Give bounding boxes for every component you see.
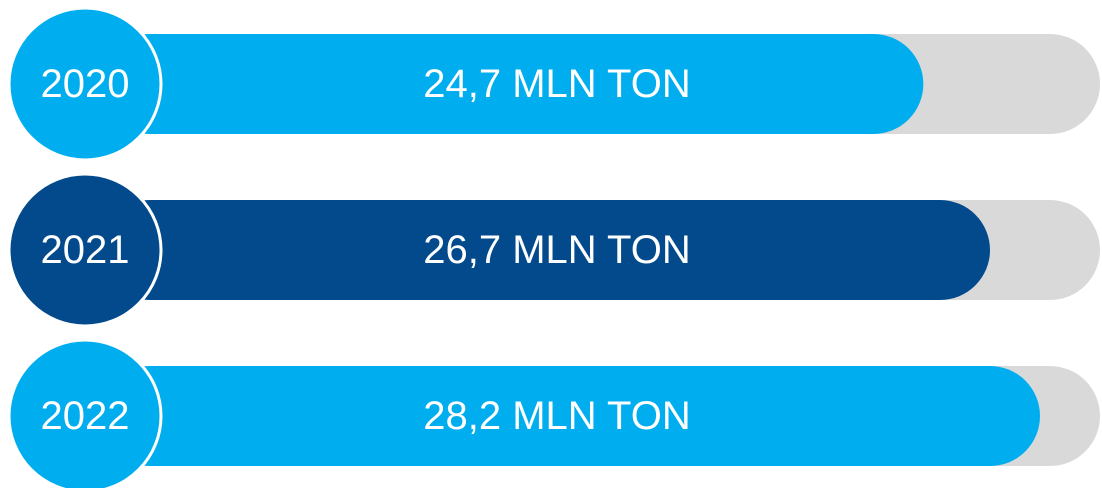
bar xyxy=(100,200,990,300)
year-label: 2020 xyxy=(41,62,130,106)
value-label: 28,2 MLN TON xyxy=(423,394,691,438)
year-badge xyxy=(7,172,163,328)
value-label: 26,7 MLN TON xyxy=(423,228,691,272)
year-badge xyxy=(7,338,163,488)
bar xyxy=(100,366,1040,466)
year-label: 2021 xyxy=(41,228,130,272)
year-badge xyxy=(7,6,163,162)
year-label: 2022 xyxy=(41,394,130,438)
bar xyxy=(100,34,924,134)
value-label: 24,7 MLN TON xyxy=(423,62,691,106)
